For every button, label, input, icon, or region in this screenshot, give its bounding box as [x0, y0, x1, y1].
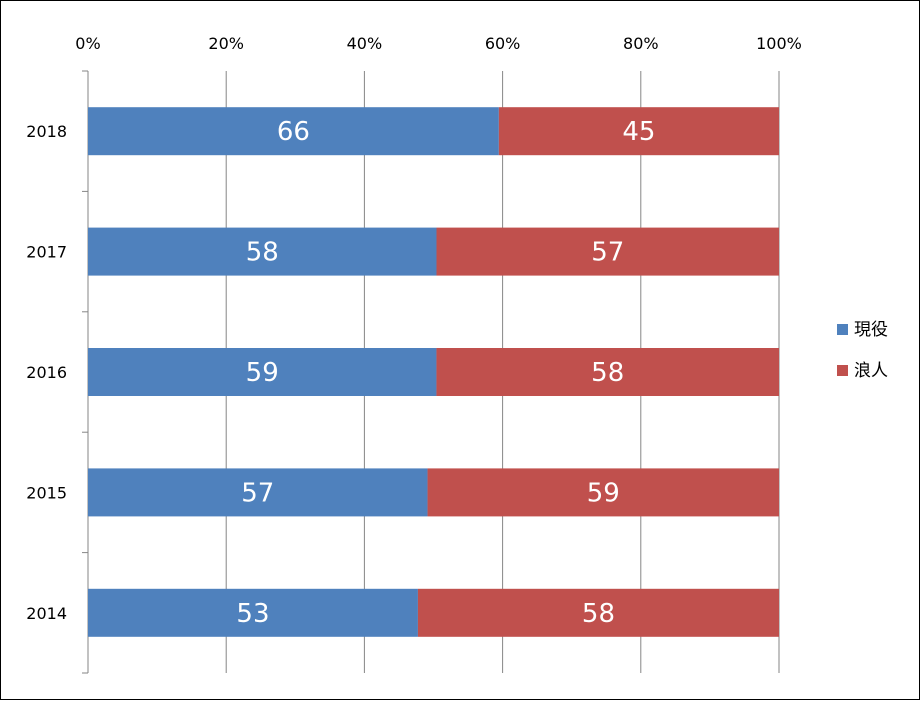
legend-swatch: [837, 324, 848, 335]
data-label: 53: [236, 599, 269, 629]
x-tick-label: 0%: [75, 34, 100, 53]
category-label: 2014: [26, 604, 67, 623]
percent-axis-ticks: 0% 20% 40% 60% 80% 100%: [75, 34, 802, 53]
data-label: 66: [277, 117, 310, 147]
legend-swatch: [837, 365, 848, 376]
data-label: 58: [246, 238, 279, 268]
category-label: 2016: [26, 363, 67, 382]
bar-genyaku: [88, 227, 437, 276]
data-label: 59: [246, 358, 279, 388]
x-tick-label: 100%: [756, 34, 802, 53]
category-axis: [82, 70, 89, 674]
category-label: 2015: [26, 483, 67, 502]
data-label: 57: [591, 238, 624, 268]
bar-genyaku: [88, 468, 428, 517]
data-labels: 66 45 58 57 59 58 57 59 53 58: [236, 117, 655, 629]
category-labels: 2018 2017 2016 2015 2014: [26, 122, 67, 623]
x-tick-label: 60%: [485, 34, 521, 53]
data-label: 58: [582, 599, 615, 629]
x-tick-label: 20%: [208, 34, 244, 53]
data-label: 59: [587, 478, 620, 508]
bar-genyaku: [88, 107, 499, 156]
bar-genyaku: [88, 588, 418, 637]
bars: [88, 107, 779, 637]
x-tick-label: 80%: [623, 34, 659, 53]
bar-ronin: [427, 468, 779, 517]
data-label: 45: [622, 117, 655, 147]
bar-ronin: [436, 227, 779, 276]
category-label: 2017: [26, 243, 67, 262]
data-label: 58: [591, 358, 624, 388]
legend-label: 現役: [854, 320, 888, 340]
bar-ronin: [498, 107, 779, 156]
bar-ronin: [417, 588, 779, 637]
data-label: 57: [241, 478, 274, 508]
bar-ronin: [436, 348, 779, 396]
x-tick-label: 40%: [347, 34, 383, 53]
category-label: 2018: [26, 122, 67, 141]
legend-label: 浪人: [854, 361, 888, 381]
bar-genyaku: [88, 348, 437, 396]
